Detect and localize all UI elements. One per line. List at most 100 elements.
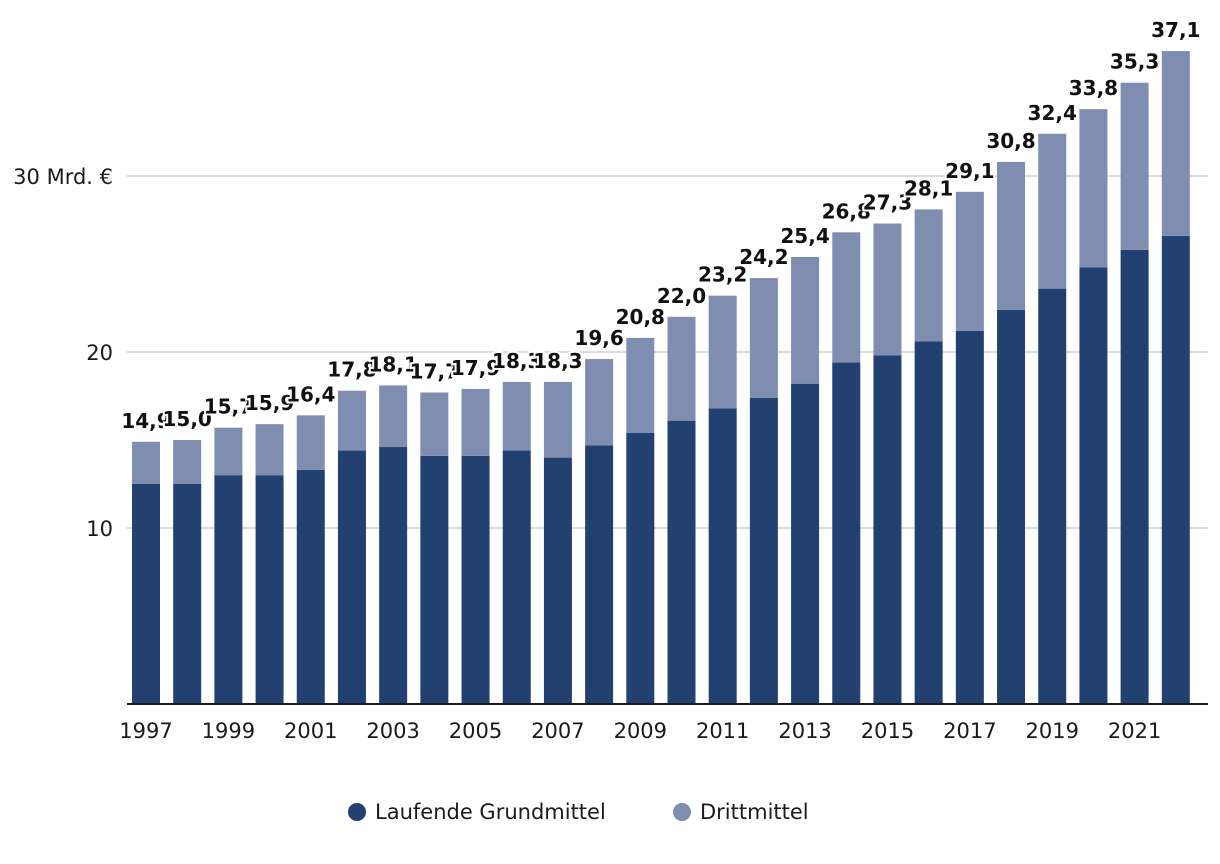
total-label: 17,9 <box>451 356 500 380</box>
total-label: 15,7 <box>204 395 253 419</box>
bar-drittmittel <box>1120 82 1149 250</box>
bar-laufende-grundmittel <box>791 383 820 704</box>
bar-drittmittel <box>173 440 202 484</box>
bar-laufende-grundmittel <box>502 450 531 704</box>
x-tick-label: 2021 <box>1108 719 1161 743</box>
total-label: 23,2 <box>698 263 747 287</box>
x-tick-label: 1999 <box>202 719 255 743</box>
legend-label: Laufende Grundmittel <box>375 800 606 824</box>
bar-laufende-grundmittel <box>708 408 737 704</box>
bar-laufende-grundmittel <box>955 330 984 704</box>
bar-laufende-grundmittel <box>543 457 572 704</box>
x-tick-label: 2017 <box>943 719 996 743</box>
bar-drittmittel <box>1079 109 1108 268</box>
total-label: 32,4 <box>1028 101 1077 125</box>
bar-drittmittel <box>708 295 737 409</box>
x-tick-label: 2007 <box>531 719 584 743</box>
bar-laufende-grundmittel <box>255 475 284 704</box>
total-label: 37,1 <box>1151 18 1200 42</box>
x-tick-label: 2015 <box>861 719 914 743</box>
bar-laufende-grundmittel <box>997 309 1026 704</box>
total-label: 30,8 <box>986 129 1035 153</box>
bar-drittmittel <box>461 388 490 456</box>
bar-drittmittel <box>255 424 284 476</box>
x-tick-label: 2019 <box>1026 719 1079 743</box>
bar-laufende-grundmittel <box>132 484 160 704</box>
bar-drittmittel <box>379 385 408 448</box>
bar-laufende-grundmittel <box>1120 249 1149 705</box>
bar-laufende-grundmittel <box>832 362 861 704</box>
bar-drittmittel <box>132 441 160 484</box>
bar-laufende-grundmittel <box>1038 288 1067 704</box>
total-label: 20,8 <box>616 305 665 329</box>
total-labels: 14,915,015,715,916,417,818,117,717,918,3… <box>119 16 1202 435</box>
bar-laufende-grundmittel <box>379 447 408 704</box>
x-tick-label: 2011 <box>696 719 749 743</box>
bar-drittmittel <box>914 209 943 342</box>
total-label: 17,8 <box>327 358 376 382</box>
bar-laufende-grundmittel <box>337 450 366 704</box>
legend-swatch <box>673 803 691 821</box>
x-tick-label: 1997 <box>119 719 172 743</box>
bar-laufende-grundmittel <box>461 455 490 704</box>
total-label: 25,4 <box>780 224 829 248</box>
total-label: 18,1 <box>368 352 417 376</box>
total-label: 18,3 <box>492 349 541 373</box>
y-axis: 10 20 30 Mrd. € <box>13 165 113 541</box>
total-label: 35,3 <box>1110 50 1159 74</box>
bar-drittmittel <box>337 390 366 451</box>
bars <box>132 51 1190 705</box>
y-tick-label: 20 <box>86 341 113 365</box>
bar-drittmittel <box>502 381 531 451</box>
bar-laufende-grundmittel <box>667 420 696 704</box>
total-label: 22,0 <box>657 284 706 308</box>
bar-drittmittel <box>873 223 902 356</box>
bar-laufende-grundmittel <box>214 475 243 704</box>
x-tick-label: 2009 <box>614 719 667 743</box>
x-axis: 1997 1999 2001 2003 2005 2007 2009 2011 2013 2015… <box>119 703 1208 743</box>
x-tick-label: 2013 <box>778 719 831 743</box>
bar-laufende-grundmittel <box>1079 267 1108 704</box>
x-tick-label: 2001 <box>284 719 337 743</box>
bar-laufende-grundmittel <box>173 484 202 704</box>
bar-drittmittel <box>955 191 984 331</box>
legend-swatch <box>348 803 366 821</box>
y-tick-label: 10 <box>86 517 113 541</box>
bar-drittmittel <box>1038 133 1067 289</box>
bar-drittmittel <box>543 381 572 458</box>
bar-drittmittel <box>791 256 820 384</box>
legend-item-laufende-grundmittel[interactable]: Laufende Grundmittel <box>348 800 606 824</box>
bar-laufende-grundmittel <box>585 445 614 704</box>
total-label: 27,3 <box>863 191 912 215</box>
total-label: 15,0 <box>163 407 212 431</box>
bar-laufende-grundmittel <box>626 432 655 704</box>
bar-laufende-grundmittel <box>749 397 778 704</box>
total-label: 14,9 <box>121 409 170 433</box>
bar-drittmittel <box>214 427 243 476</box>
total-label: 33,8 <box>1069 76 1118 100</box>
bar-laufende-grundmittel <box>296 469 325 704</box>
total-label: 28,1 <box>904 176 953 200</box>
total-label: 24,2 <box>739 245 788 269</box>
bar-drittmittel <box>997 161 1026 310</box>
legend-item-drittmittel[interactable]: Drittmittel <box>673 800 809 824</box>
y-tick-label: 30 Mrd. € <box>13 165 113 189</box>
total-label: 16,4 <box>286 382 335 406</box>
bar-drittmittel <box>420 392 449 456</box>
legend-label: Drittmittel <box>700 800 809 824</box>
total-label: 26,8 <box>822 199 871 223</box>
bar-drittmittel <box>626 337 655 433</box>
bar-drittmittel <box>296 415 325 470</box>
total-label: 19,6 <box>574 326 623 350</box>
legend: Laufende Grundmittel Drittmittel <box>0 800 1220 832</box>
bar-drittmittel <box>1161 51 1190 236</box>
bar-drittmittel <box>749 278 778 398</box>
total-label: 17,7 <box>410 359 459 383</box>
bar-drittmittel <box>585 359 614 446</box>
stacked-bar-chart: 14,915,015,715,916,417,818,117,717,918,3… <box>13 16 1208 743</box>
bar-laufende-grundmittel <box>420 455 449 704</box>
bar-laufende-grundmittel <box>873 355 902 704</box>
bar-drittmittel <box>667 316 696 421</box>
x-tick-label: 2005 <box>449 719 502 743</box>
x-tick-label: 2003 <box>366 719 419 743</box>
